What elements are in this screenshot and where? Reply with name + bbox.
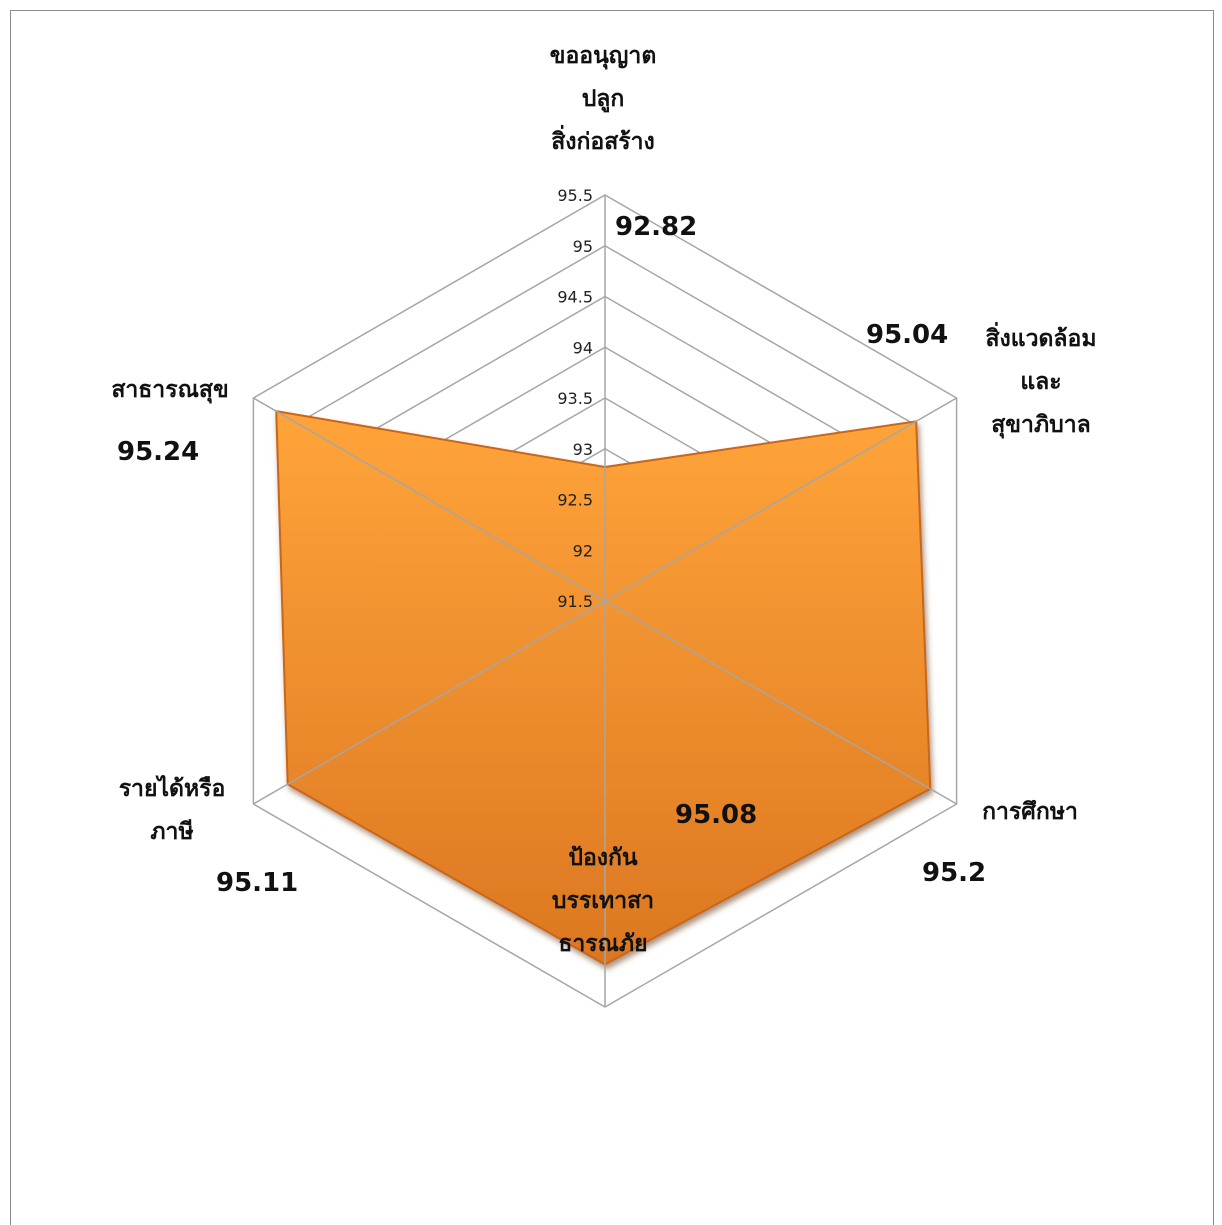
category-label: รายได้หรือภาษี: [119, 774, 226, 845]
category-label: การศึกษา: [982, 799, 1078, 825]
tick-label: 92: [573, 541, 593, 560]
tick-label: 93: [573, 440, 593, 459]
data-label: 95.2: [922, 858, 986, 888]
category-label: สิ่งแวดล้อมและสุขาภิบาล: [985, 321, 1096, 439]
tick-label: 91.5: [557, 592, 593, 611]
spoke-1: [604, 397, 957, 602]
data-label: 92.82: [615, 212, 697, 242]
tick-label: 94: [573, 338, 593, 357]
data-label: 95.24: [117, 437, 199, 467]
tick-label: 95: [573, 237, 593, 256]
tick-label: 95.5: [557, 186, 593, 205]
tick-label: 94.5: [557, 288, 593, 307]
data-label: 95.04: [866, 320, 948, 350]
category-label: ขออนุญาตปลูกสิ่งก่อสร้าง: [550, 43, 657, 155]
data-label: 95.11: [216, 868, 298, 898]
spoke-2: [604, 600, 957, 805]
category-label: สาธารณสุข: [111, 377, 228, 404]
radial-axis-ticks: 91.5 92 92.5 93 93.5 94 94.5 95 95.5: [557, 186, 593, 611]
series-area: [275, 410, 932, 966]
data-label: 95.08: [675, 800, 757, 830]
radar-spokes: [253, 195, 957, 1007]
radar-series: [275, 410, 932, 966]
spoke-5: [253, 397, 606, 602]
category-labels: ขออนุญาตปลูกสิ่งก่อสร้างสิ่งแวดล้อมและสุ…: [111, 43, 1096, 957]
tick-label: 93.5: [557, 389, 593, 408]
tick-label: 92.5: [557, 491, 593, 510]
category-label: ป้องกันบรรเทาสาธารณภัย: [552, 845, 654, 957]
data-labels: 92.82 95.04 95.2 95.08 95.11 95.24: [117, 212, 986, 898]
spoke-4: [253, 600, 606, 805]
